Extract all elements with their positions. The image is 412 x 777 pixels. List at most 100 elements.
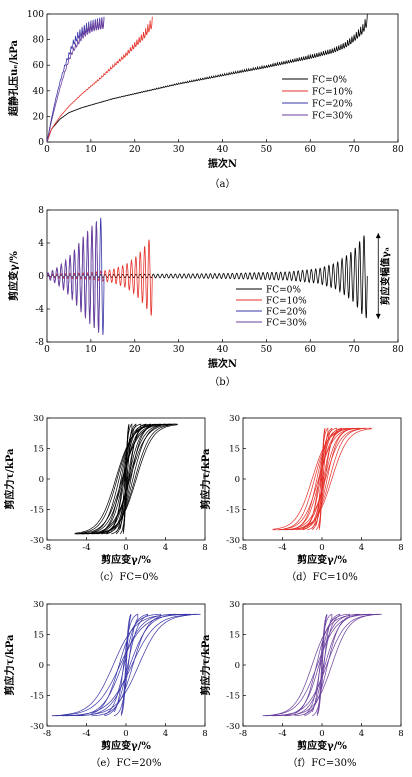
legend-entry: FC=0% bbox=[266, 286, 301, 296]
y-tick-label: -15 bbox=[226, 692, 240, 702]
x-tick-label: 60 bbox=[305, 345, 317, 355]
chart-c: -8 -4 0 4 8 -30 -15 0 15 30 剪应变γ/% 剪应力τ/kPa （c）FC=0% bbox=[3, 414, 208, 583]
x-tick-label: 4 bbox=[163, 543, 168, 553]
y-tick-label: -30 bbox=[226, 536, 240, 546]
arrow-head-up bbox=[375, 233, 381, 239]
x-tick-label: 50 bbox=[261, 145, 273, 155]
y-tick-label: -30 bbox=[30, 536, 44, 546]
hysteresis-loop bbox=[311, 613, 333, 717]
x-tick-label: 0 bbox=[319, 729, 324, 739]
hysteresis-loop bbox=[304, 613, 341, 717]
y-axis-label: 剪应力τ/kPa bbox=[199, 634, 212, 696]
y-tick-label: 0 bbox=[235, 661, 240, 671]
x-axis-label: 振次N bbox=[208, 357, 237, 370]
x-tick-label: 0 bbox=[123, 729, 128, 739]
x-tick-label: 40 bbox=[217, 345, 229, 355]
caption: （e）FC=20% bbox=[90, 757, 161, 769]
x-tick-label: 30 bbox=[173, 145, 185, 155]
x-tick-label: 0 bbox=[123, 543, 128, 553]
x-tick-label: -8 bbox=[43, 543, 51, 553]
hysteresis-loop bbox=[284, 613, 360, 717]
x-tick-label: 4 bbox=[163, 729, 168, 739]
y-axis-label: 剪应力τ/kPa bbox=[3, 634, 16, 696]
y-tick-label: 40 bbox=[33, 87, 45, 97]
y-tick-label: 20 bbox=[33, 112, 45, 122]
chart-d: -8 -4 0 4 8 -30 -15 0 15 30 剪应变γ/% 剪应力τ/kPa （d）FC=10… bbox=[199, 414, 404, 583]
x-tick-label: 60 bbox=[305, 145, 317, 155]
x-tick-label: -4 bbox=[278, 729, 286, 739]
y-tick-label: 4 bbox=[38, 239, 44, 249]
y-tick-label: 8 bbox=[38, 206, 44, 216]
caption: （b） bbox=[209, 376, 235, 388]
x-tick-label: 8 bbox=[202, 729, 207, 739]
x-tick-label: -4 bbox=[278, 543, 286, 553]
x-axis-label: 剪应变γ/% bbox=[297, 553, 347, 566]
shear-strain-line bbox=[46, 222, 101, 332]
x-tick-label: -4 bbox=[82, 729, 90, 739]
y-tick-label: 0 bbox=[39, 661, 44, 671]
y-axis-label: 剪应变γ/% bbox=[7, 251, 20, 301]
y-tick-label: 30 bbox=[229, 600, 240, 610]
y-tick-label: 30 bbox=[33, 600, 44, 610]
y-tick-label: 80 bbox=[33, 36, 45, 46]
y-axis-label: 超静孔压uₑ/kPa bbox=[7, 39, 20, 117]
x-tick-label: 10 bbox=[85, 345, 97, 355]
y-tick-label: 60 bbox=[33, 61, 45, 71]
shear-strain-line bbox=[46, 235, 368, 319]
y-tick-label: 0 bbox=[235, 475, 240, 485]
legend-entry: FC=10% bbox=[266, 297, 307, 307]
y-tick-label: 30 bbox=[33, 414, 44, 424]
y-tick-label: 100 bbox=[27, 10, 44, 20]
x-tick-label: 50 bbox=[261, 345, 273, 355]
y-tick-label: 30 bbox=[229, 414, 240, 424]
y-tick-label: 15 bbox=[229, 631, 240, 641]
hysteresis-loop bbox=[272, 613, 372, 717]
hysteresis-loop bbox=[91, 613, 161, 717]
y-tick-label: 0 bbox=[39, 475, 44, 485]
pore-pressure-line bbox=[46, 16, 153, 143]
y-tick-label: -15 bbox=[30, 506, 44, 516]
x-tick-label: 8 bbox=[398, 729, 403, 739]
legend-entry: FC=30% bbox=[312, 112, 353, 122]
x-tick-label: -8 bbox=[239, 543, 247, 553]
x-tick-label: 30 bbox=[173, 345, 185, 355]
x-axis-label: 剪应变γ/% bbox=[101, 553, 151, 566]
hysteresis-loop bbox=[318, 428, 326, 530]
y-axis-label: 剪应力τ/kPa bbox=[3, 448, 16, 510]
chart-a: 0 10 20 30 40 50 60 70 80 0 20 40 60 80 100 振次N 超静孔压uₑ/k… bbox=[7, 10, 404, 190]
amplitude-label: 剪应变幅值γₐ bbox=[379, 247, 391, 305]
x-tick-label: -8 bbox=[239, 729, 247, 739]
arrow-head-down bbox=[375, 313, 381, 319]
hysteresis-loop bbox=[120, 614, 132, 716]
y-axis-label: 剪应力τ/kPa bbox=[199, 448, 212, 510]
y-tick-label: 15 bbox=[33, 445, 44, 455]
y-tick-label: 0 bbox=[38, 138, 44, 148]
x-tick-label: 8 bbox=[398, 543, 403, 553]
y-tick-label: 15 bbox=[229, 445, 240, 455]
legend-entry: FC=10% bbox=[312, 88, 353, 98]
x-tick-label: 0 bbox=[44, 145, 50, 155]
x-tick-label: 80 bbox=[392, 345, 404, 355]
plot-frame bbox=[46, 603, 206, 727]
hysteresis-loop bbox=[61, 613, 191, 717]
x-tick-label: -8 bbox=[43, 729, 51, 739]
x-tick-label: -4 bbox=[82, 543, 90, 553]
hysteresis-loop bbox=[51, 613, 201, 717]
x-tick-label: 4 bbox=[359, 543, 364, 553]
caption: （f）FC=30% bbox=[288, 757, 357, 769]
x-tick-label: 80 bbox=[392, 145, 404, 155]
caption: （d）FC=10% bbox=[286, 571, 358, 583]
y-tick-label: -30 bbox=[226, 722, 240, 732]
x-tick-label: 20 bbox=[129, 345, 141, 355]
y-tick-label: -30 bbox=[30, 722, 44, 732]
y-tick-label: -15 bbox=[30, 692, 44, 702]
y-tick-label: -4 bbox=[35, 305, 44, 315]
hysteresis-loop bbox=[104, 613, 149, 717]
hysteresis-loop bbox=[316, 614, 328, 716]
hysteresis-loop bbox=[262, 613, 382, 717]
x-tick-label: 20 bbox=[129, 145, 141, 155]
x-tick-label: 70 bbox=[348, 345, 360, 355]
hysteresis-loop bbox=[113, 613, 139, 717]
hysteresis-loop bbox=[272, 427, 372, 531]
